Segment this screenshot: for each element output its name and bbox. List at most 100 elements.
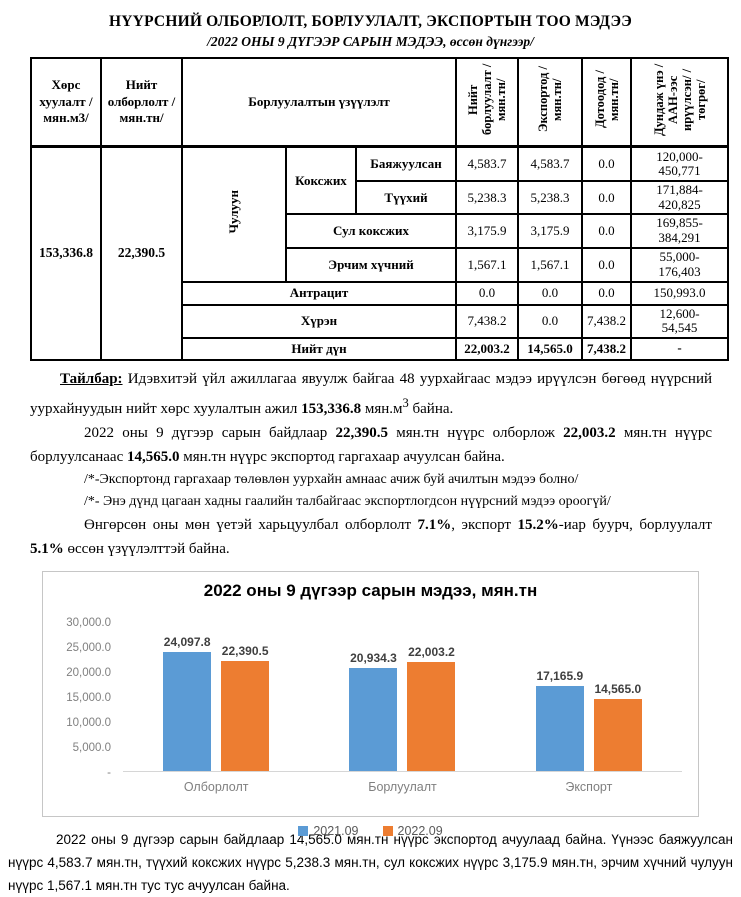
sales-value: 3,175.9 [455, 213, 519, 249]
chart-legend: 2021.09 2022.09 [43, 824, 698, 838]
bar-chart: 2022 оны 9 дүгээр сарын мэдээ, мян.тн 30… [42, 570, 699, 838]
note-paragraph: 2022 оны 9 дүгээр сарын байдлаар 22,390.… [30, 424, 713, 465]
bar-value-label: 22,390.5 [221, 643, 269, 658]
price-range: 120,000- 450,771 [630, 145, 729, 183]
header-export: Экспортод /мян.тн/ [517, 56, 583, 148]
header-sales-indicator: Борлуулалтын үзүүлэлт [181, 56, 457, 148]
bar-2022-mining [221, 660, 270, 771]
sales-value: 1,567.1 [455, 246, 519, 283]
sales-value: 4,583.7 [455, 145, 519, 183]
bar-2022-sales [407, 661, 456, 771]
sales-value: 5,238.3 [455, 180, 519, 216]
export-value: 4,583.7 [517, 145, 583, 183]
export-value: 0.0 [517, 280, 583, 306]
x-axis: Олборлолт Борлуулалт Экспорт [123, 780, 682, 794]
footer-paragraph: 2022 оны 9 дүгээр сарын байдлаар 14,565.… [8, 831, 733, 893]
bar-wrap: 22,003.2 [407, 624, 456, 771]
row-label: Баяжуулсан [355, 145, 457, 183]
row-label: Эрчим хүчний [285, 246, 457, 283]
table-row: Антрацит 0.0 0.0 0.0 150,993.0 [31, 280, 729, 306]
category-label: Олборлолт [183, 779, 249, 794]
page-title: НҮҮРСНИЙ ОЛБОРЛОЛТ, БОРЛУУЛАЛТ, ЭКСПОРТЫ… [109, 13, 632, 30]
table-row: Хүрэн 7,438.2 0.0 7,438.2 12,600- 54,545 [31, 303, 729, 339]
table-row: Түүхий 5,238.3 5,238.3 0.0 171,884- 420,… [31, 180, 729, 216]
header-total-sales-label: Нийт борлуулалт /мян.тн/ [466, 63, 508, 136]
export-value: 0.0 [517, 303, 583, 339]
price-range: - [630, 336, 729, 361]
y-axis-tick: 5,000.0 [72, 741, 111, 754]
legend-item: 2022.09 [382, 823, 443, 838]
extraction-value: 22,390.5 [100, 145, 183, 361]
bar-2022-export [593, 698, 642, 771]
note-footnote: /*- Энэ дүнд цагаан хадны гаалийн талбай… [84, 493, 611, 509]
bar-wrap: 22,390.5 [221, 624, 270, 771]
y-axis-tick: 10,000.0 [66, 716, 111, 729]
domestic-value: 0.0 [581, 246, 632, 283]
header-avg-price: Дундаж үнэ /ААН-ээс ирүүлсэн/ /төгрөг/ [630, 56, 729, 148]
bar-2021-export [535, 685, 584, 771]
table-row: 153,336.8 22,390.5 Чулуун Коксжих Баяжуу… [30, 145, 729, 361]
row-label: Хүрэн [181, 303, 457, 339]
table-row: Сул коксжих 3,175.9 3,175.9 0.0 169,855-… [31, 213, 729, 249]
export-value: 5,238.3 [517, 180, 583, 216]
header-export-label: Экспортод /мян.тн/ [536, 66, 564, 133]
header-extraction: Нийт олборлолт /мян.тн/ [100, 56, 183, 148]
header-domestic: Дотоодод /мян.тн/ [581, 56, 632, 148]
export-value: 14,565.0 [517, 336, 583, 361]
notes-section: Тайлбар: Идэвхитэй үйл ажиллагаа явуулж … [30, 367, 712, 561]
bar-group-mining: 24,097.8 22,390.5 [123, 624, 309, 771]
domestic-value: 0.0 [581, 213, 632, 249]
coal-statistics-table: Хөрс хуулалт /мян.м3/ Нийт олборлолт /мя… [30, 56, 729, 361]
bar-value-label: 24,097.8 [163, 634, 211, 649]
price-range: 169,855- 384,291 [630, 213, 729, 249]
note-paragraph: Өнгөрсөн оны мөн үетэй харьцуулбал олбор… [30, 516, 712, 557]
coking-group-cell: Коксжих [285, 145, 357, 216]
y-axis: 30,000.0 25,000.0 20,000.0 15,000.0 10,0… [53, 616, 111, 779]
price-range: 150,993.0 [630, 280, 729, 306]
coal-group-label: Чулуун [225, 190, 241, 234]
bar-group-export: 17,165.9 14,565.0 [496, 624, 682, 771]
stripping-value: 153,336.8 [30, 145, 102, 361]
bar-wrap: 17,165.9 [535, 624, 584, 771]
sales-value: 0.0 [455, 280, 519, 306]
legend-swatch-2021 [298, 825, 309, 836]
y-axis-tick: 30,000.0 [66, 616, 111, 629]
category-label: Экспорт [565, 779, 613, 794]
y-axis-tick: 15,000.0 [66, 691, 111, 704]
header-total-sales: Нийт борлуулалт /мян.тн/ [455, 56, 519, 148]
y-axis-tick: 20,000.0 [66, 666, 111, 679]
y-axis-tick: - [107, 766, 111, 779]
row-label: Нийт дүн [181, 336, 457, 361]
page-subtitle: /2022 ОНЫ 9 ДҮГЭЭР САРЫН МЭДЭЭ, өссөн дү… [207, 34, 534, 49]
bar-value-label: 22,003.2 [408, 644, 455, 659]
row-label: Сул коксжих [285, 213, 457, 249]
bar-2021-sales [349, 667, 398, 771]
bar-value-label: 17,165.9 [536, 668, 584, 683]
domestic-value: 0.0 [581, 280, 632, 306]
legend-item: 2021.09 [298, 823, 359, 838]
table-header-row: Хөрс хуулалт /мян.м3/ Нийт олборлолт /мя… [30, 56, 729, 148]
price-range: 12,600- 54,545 [630, 303, 729, 339]
plot-area: 24,097.8 22,390.5 20,934.3 22,003.2 [123, 624, 682, 772]
price-range: 55,000- 176,403 [630, 246, 729, 283]
legend-label: 2021.09 [313, 823, 359, 838]
header-domestic-label: Дотоодод /мян.тн/ [592, 70, 621, 129]
row-label: Түүхий [355, 180, 457, 216]
bar-2021-mining [163, 651, 212, 771]
price-range: 171,884- 420,825 [630, 180, 729, 216]
note-footnote: /*-Экспортонд гаргахаар төлөвлөн уурхайн… [84, 471, 579, 487]
bar-group-sales: 20,934.3 22,003.2 [309, 624, 495, 771]
domestic-value: 0.0 [581, 180, 632, 216]
chart-title: 2022 оны 9 дүгээр сарын мэдээ, мян.тн [203, 580, 538, 600]
note-paragraph: Тайлбар: Идэвхитэй үйл ажиллагаа явуулж … [30, 370, 712, 417]
sales-value: 22,003.2 [455, 336, 519, 361]
header-stripping: Хөрс хуулалт /мян.м3/ [30, 56, 102, 148]
coal-group-cell: Чулуун [181, 145, 287, 283]
y-axis-tick: 25,000.0 [66, 641, 111, 654]
legend-label: 2022.09 [397, 823, 443, 838]
sales-value: 7,438.2 [455, 303, 519, 339]
legend-swatch-2022 [382, 825, 393, 836]
domestic-value: 0.0 [581, 145, 632, 183]
domestic-value: 7,438.2 [581, 336, 632, 361]
bar-value-label: 20,934.3 [350, 650, 397, 665]
